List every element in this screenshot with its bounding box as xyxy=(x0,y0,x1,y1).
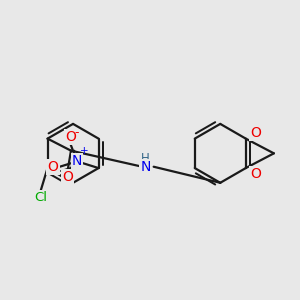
Text: +: + xyxy=(80,146,89,156)
Text: Cl: Cl xyxy=(34,191,47,204)
Text: N: N xyxy=(72,154,82,168)
Text: O: O xyxy=(250,167,261,181)
Text: O: O xyxy=(62,170,73,184)
Text: O: O xyxy=(65,130,76,144)
Text: O: O xyxy=(250,126,261,140)
Text: N: N xyxy=(140,160,151,174)
Text: O: O xyxy=(48,160,58,174)
Text: -: - xyxy=(74,126,79,139)
Text: H: H xyxy=(141,152,150,164)
